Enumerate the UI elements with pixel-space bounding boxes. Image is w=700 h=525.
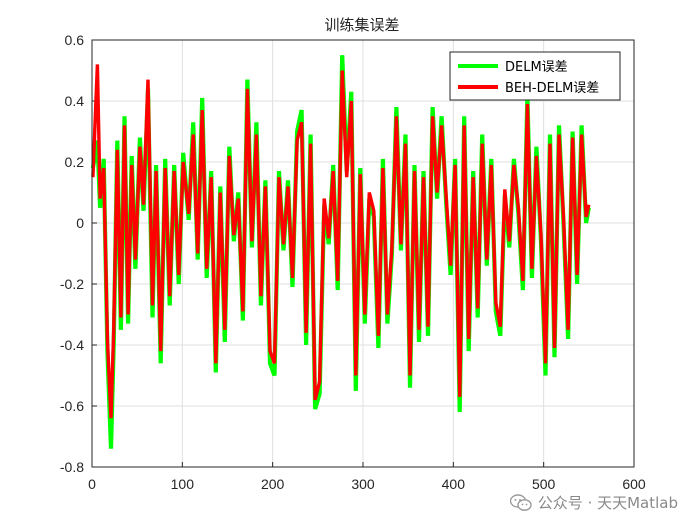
- y-tick-label: -0.2: [60, 276, 84, 292]
- y-tick-label: 0.6: [65, 32, 85, 48]
- y-tick-label: -0.6: [60, 398, 84, 414]
- series-line-beh-delm: [91, 64, 591, 419]
- wechat-icon: [509, 493, 532, 512]
- x-tick-label: 100: [171, 476, 195, 492]
- x-tick-label: 300: [351, 476, 375, 492]
- x-tick-label: 600: [622, 476, 646, 492]
- axis-ticks: 0 100 200 300 400 500 600 -0.8 -0.6 -0.4 -0.2 0 0.2 0…: [60, 32, 646, 492]
- y-tick-label: 0.2: [65, 154, 85, 170]
- chart-title: 训练集误差: [324, 16, 399, 34]
- series-layer: [90, 55, 591, 449]
- x-tick-label: 400: [442, 476, 466, 492]
- y-tick-label: 0: [76, 215, 84, 231]
- y-tick-label: -0.8: [60, 459, 84, 475]
- legend-label-delm: DELM误差: [505, 60, 568, 75]
- legend: DELM误差 BEH-DELM误差: [449, 51, 621, 101]
- axes-box: [91, 39, 635, 468]
- x-tick-label: 0: [88, 476, 96, 492]
- legend-box: [449, 51, 621, 101]
- x-tick-label: 200: [261, 476, 285, 492]
- watermark-text: 公众号 · 天天Matlab: [537, 494, 678, 512]
- legend-label-beh-delm: BEH-DELM误差: [505, 81, 599, 96]
- y-tick-label: 0.4: [65, 93, 85, 109]
- watermark: 公众号 · 天天Matlab: [509, 492, 678, 513]
- y-tick-label: -0.4: [60, 337, 84, 353]
- x-tick-label: 500: [532, 476, 556, 492]
